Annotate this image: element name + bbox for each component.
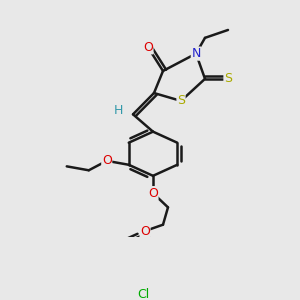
Text: N: N: [191, 47, 201, 60]
Text: O: O: [140, 224, 150, 238]
Text: S: S: [177, 94, 185, 107]
Text: O: O: [143, 41, 153, 54]
Text: O: O: [148, 187, 158, 200]
Text: S: S: [224, 72, 232, 85]
Text: H: H: [113, 104, 123, 117]
Text: O: O: [102, 154, 112, 167]
Text: Cl: Cl: [137, 288, 149, 300]
